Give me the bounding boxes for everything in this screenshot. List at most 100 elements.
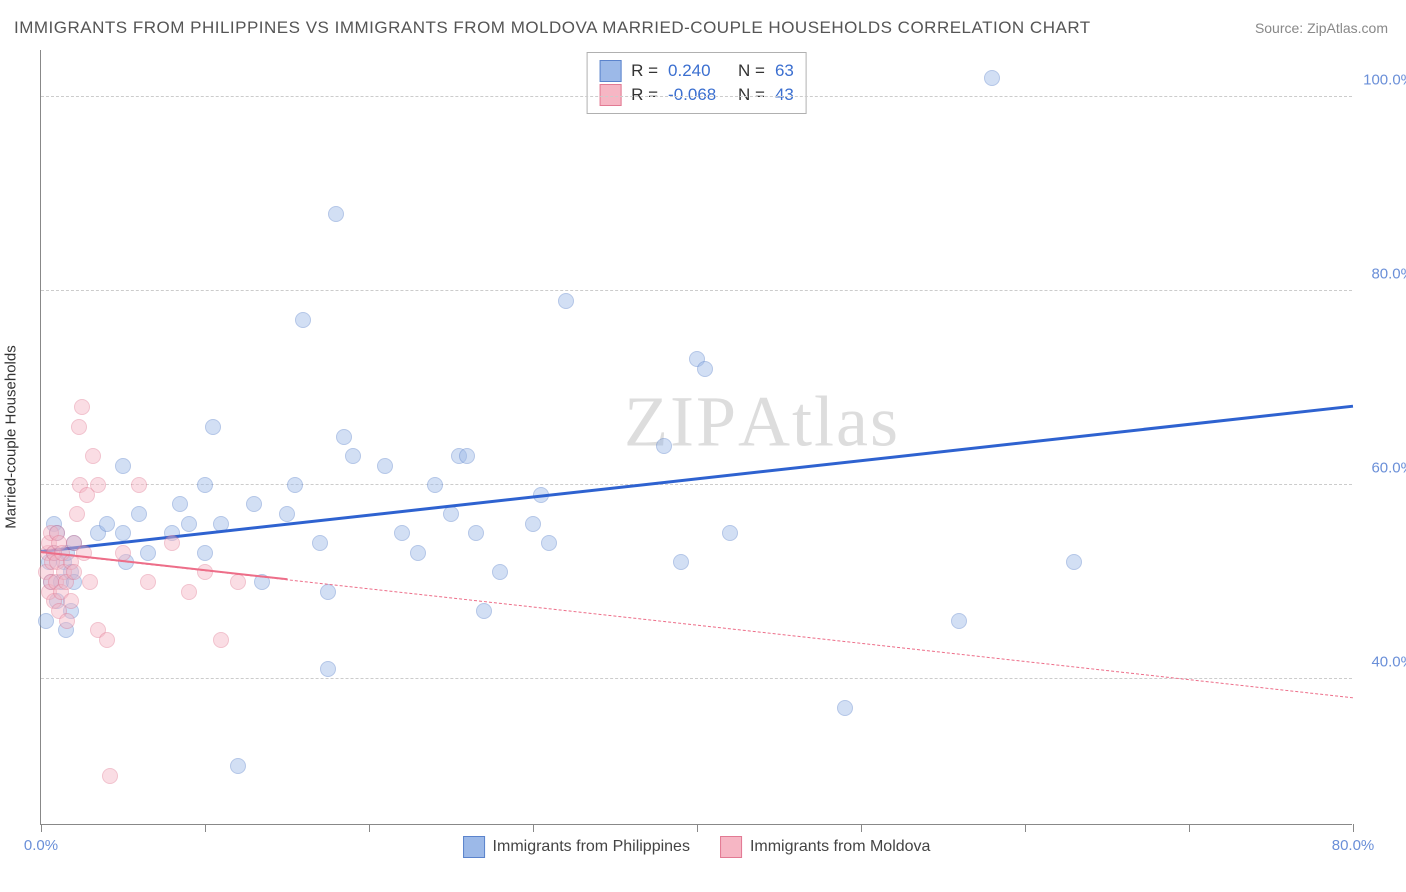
data-point — [722, 525, 738, 541]
gridline-h — [41, 678, 1352, 679]
r-value: 0.240 — [668, 59, 728, 83]
data-point — [279, 506, 295, 522]
data-point — [140, 574, 156, 590]
data-point — [336, 429, 352, 445]
legend-stat-row: R = -0.068 N = 43 — [599, 83, 794, 107]
series-legend: Immigrants from Philippines Immigrants fr… — [463, 836, 931, 858]
data-point — [328, 206, 344, 222]
n-label: N = — [738, 83, 765, 107]
trendline — [41, 404, 1353, 552]
data-point — [558, 293, 574, 309]
y-tick-label: 80.0% — [1358, 266, 1406, 283]
data-point — [377, 458, 393, 474]
x-tick-label: 0.0% — [24, 837, 58, 854]
r-label: R = — [631, 59, 658, 83]
data-point — [230, 574, 246, 590]
data-point — [115, 458, 131, 474]
y-tick-label: 40.0% — [1358, 653, 1406, 670]
legend-swatch — [720, 836, 742, 858]
data-point — [468, 525, 484, 541]
y-tick-label: 60.0% — [1358, 459, 1406, 476]
data-point — [172, 496, 188, 512]
r-value: -0.068 — [668, 83, 728, 107]
data-point — [427, 477, 443, 493]
data-point — [99, 632, 115, 648]
data-point — [246, 496, 262, 512]
data-point — [673, 554, 689, 570]
data-point — [66, 564, 82, 580]
legend-swatch — [463, 836, 485, 858]
data-point — [181, 516, 197, 532]
data-point — [63, 593, 79, 609]
data-point — [287, 477, 303, 493]
source-attribution: Source: ZipAtlas.com — [1255, 20, 1388, 36]
data-point — [99, 516, 115, 532]
data-point — [59, 613, 75, 629]
data-point — [85, 448, 101, 464]
data-point — [140, 545, 156, 561]
data-point — [131, 506, 147, 522]
data-point — [394, 525, 410, 541]
data-point — [410, 545, 426, 561]
n-label: N = — [738, 59, 765, 83]
y-tick-label: 100.0% — [1358, 72, 1406, 89]
data-point — [459, 448, 475, 464]
data-point — [525, 516, 541, 532]
n-value: 43 — [775, 83, 794, 107]
x-tick — [1353, 824, 1354, 832]
data-point — [213, 632, 229, 648]
chart-title: IMMIGRANTS FROM PHILIPPINES VS IMMIGRANT… — [14, 18, 1091, 38]
data-point — [115, 525, 131, 541]
data-point — [656, 438, 672, 454]
data-point — [181, 584, 197, 600]
plot-area: Married-couple Households ZIPAtlas R =0.… — [40, 50, 1352, 825]
data-point — [697, 361, 713, 377]
data-point — [837, 700, 853, 716]
legend-series-name: Immigrants from Moldova — [750, 838, 931, 856]
gridline-h — [41, 290, 1352, 291]
data-point — [205, 419, 221, 435]
legend-item: Immigrants from Moldova — [720, 836, 931, 858]
data-point — [82, 574, 98, 590]
x-tick — [861, 824, 862, 832]
legend-swatch — [599, 84, 621, 106]
data-point — [492, 564, 508, 580]
data-point — [443, 506, 459, 522]
x-tick — [1025, 824, 1026, 832]
gridline-h — [41, 96, 1352, 97]
x-tick — [533, 824, 534, 832]
data-point — [197, 477, 213, 493]
data-point — [131, 477, 147, 493]
data-point — [541, 535, 557, 551]
data-point — [197, 564, 213, 580]
data-point — [984, 70, 1000, 86]
data-point — [197, 545, 213, 561]
r-label: R = — [631, 83, 658, 107]
data-point — [69, 506, 85, 522]
x-tick — [205, 824, 206, 832]
data-point — [476, 603, 492, 619]
y-axis-label: Married-couple Households — [3, 345, 20, 528]
x-tick-label: 80.0% — [1332, 837, 1375, 854]
gridline-h — [41, 484, 1352, 485]
legend-stat-row: R = 0.240 N = 63 — [599, 59, 794, 83]
data-point — [320, 661, 336, 677]
data-point — [102, 768, 118, 784]
n-value: 63 — [775, 59, 794, 83]
x-tick — [1189, 824, 1190, 832]
data-point — [1066, 554, 1082, 570]
data-point — [295, 312, 311, 328]
data-point — [320, 584, 336, 600]
trendline-dashed — [41, 552, 1353, 698]
legend-item: Immigrants from Philippines — [463, 836, 690, 858]
data-point — [230, 758, 246, 774]
data-point — [115, 545, 131, 561]
x-tick — [41, 824, 42, 832]
data-point — [345, 448, 361, 464]
x-tick — [369, 824, 370, 832]
data-point — [90, 477, 106, 493]
legend-series-name: Immigrants from Philippines — [493, 838, 690, 856]
data-point — [74, 399, 90, 415]
correlation-legend: R = 0.240 N = 63 R = -0.068 N = 43 — [586, 52, 807, 114]
data-point — [951, 613, 967, 629]
